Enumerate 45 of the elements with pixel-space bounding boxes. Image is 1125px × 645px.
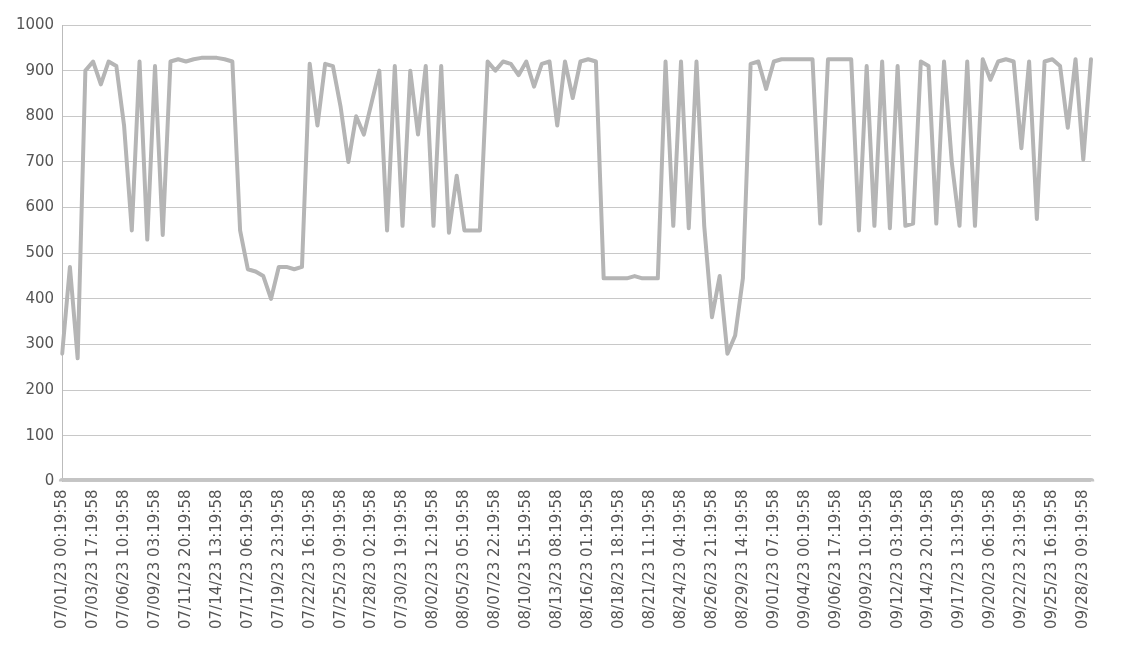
x-tick-label: 08/02/23 12:19:58 (423, 489, 442, 630)
x-tick-label: 08/13/23 08:19:58 (547, 489, 566, 630)
x-tick-label: 08/24/23 04:19:58 (670, 489, 689, 630)
x-tick-label: 07/09/23 03:19:58 (144, 489, 163, 630)
x-tick-label: 08/10/23 15:19:58 (516, 489, 535, 630)
y-tick-label: 800 (25, 106, 55, 125)
x-tick-label: 08/18/23 18:19:58 (609, 489, 628, 630)
x-tick-label: 07/06/23 10:19:58 (113, 489, 132, 630)
y-tick-label: 200 (25, 380, 55, 399)
x-tick-label: 09/12/23 03:19:58 (887, 489, 906, 630)
y-tick-label: 300 (25, 334, 55, 353)
x-tick-label: 08/05/23 05:19:58 (454, 489, 473, 630)
x-tick-label: 09/28/23 09:19:58 (1073, 489, 1092, 630)
x-tick-label: 07/28/23 02:19:58 (361, 489, 380, 630)
x-tick-label: 07/01/23 00:19:58 (52, 489, 71, 630)
x-tick-label: 07/30/23 19:19:58 (392, 489, 411, 630)
x-tick-label: 09/09/23 10:19:58 (856, 489, 875, 630)
x-tick-label: 08/29/23 14:19:58 (732, 489, 751, 630)
x-tick-label: 07/17/23 06:19:58 (237, 489, 256, 630)
x-tick-label: 07/14/23 13:19:58 (206, 489, 225, 630)
y-tick-label: 400 (25, 288, 55, 307)
x-tick-label: 09/20/23 06:19:58 (980, 489, 999, 630)
x-tick-label: 08/21/23 11:19:58 (639, 489, 658, 630)
y-tick-label: 0 (44, 471, 55, 490)
y-tick-label: 700 (25, 151, 55, 170)
x-tick-label: 09/04/23 00:19:58 (794, 489, 813, 630)
x-tick-label: 07/25/23 09:19:58 (330, 489, 349, 630)
x-tick-label: 07/19/23 23:19:58 (268, 489, 287, 630)
y-tick-label: 100 (25, 425, 55, 444)
x-tick-label: 08/26/23 21:19:58 (701, 489, 720, 630)
x-tick-label: 08/07/23 22:19:58 (485, 489, 504, 630)
x-tick-label: 09/14/23 20:19:58 (918, 489, 937, 630)
y-tick-label: 600 (25, 197, 55, 216)
x-tick-label: 09/17/23 13:19:58 (949, 489, 968, 630)
x-tick-label: 09/25/23 16:19:58 (1042, 489, 1061, 630)
y-tick-label: 900 (25, 60, 55, 79)
x-tick-label: 08/16/23 01:19:58 (578, 489, 597, 630)
x-tick-label: 09/01/23 07:19:58 (763, 489, 782, 630)
x-tick-label: 09/06/23 17:19:58 (825, 489, 844, 630)
x-tick-label: 07/03/23 17:19:58 (83, 489, 102, 630)
y-tick-label: 500 (25, 243, 55, 262)
y-tick-label: 1000 (15, 14, 55, 33)
x-tick-label: 07/22/23 16:19:58 (299, 489, 318, 630)
x-tick-label: 07/11/23 20:19:58 (175, 489, 194, 630)
x-tick-label: 09/22/23 23:19:58 (1011, 489, 1030, 630)
